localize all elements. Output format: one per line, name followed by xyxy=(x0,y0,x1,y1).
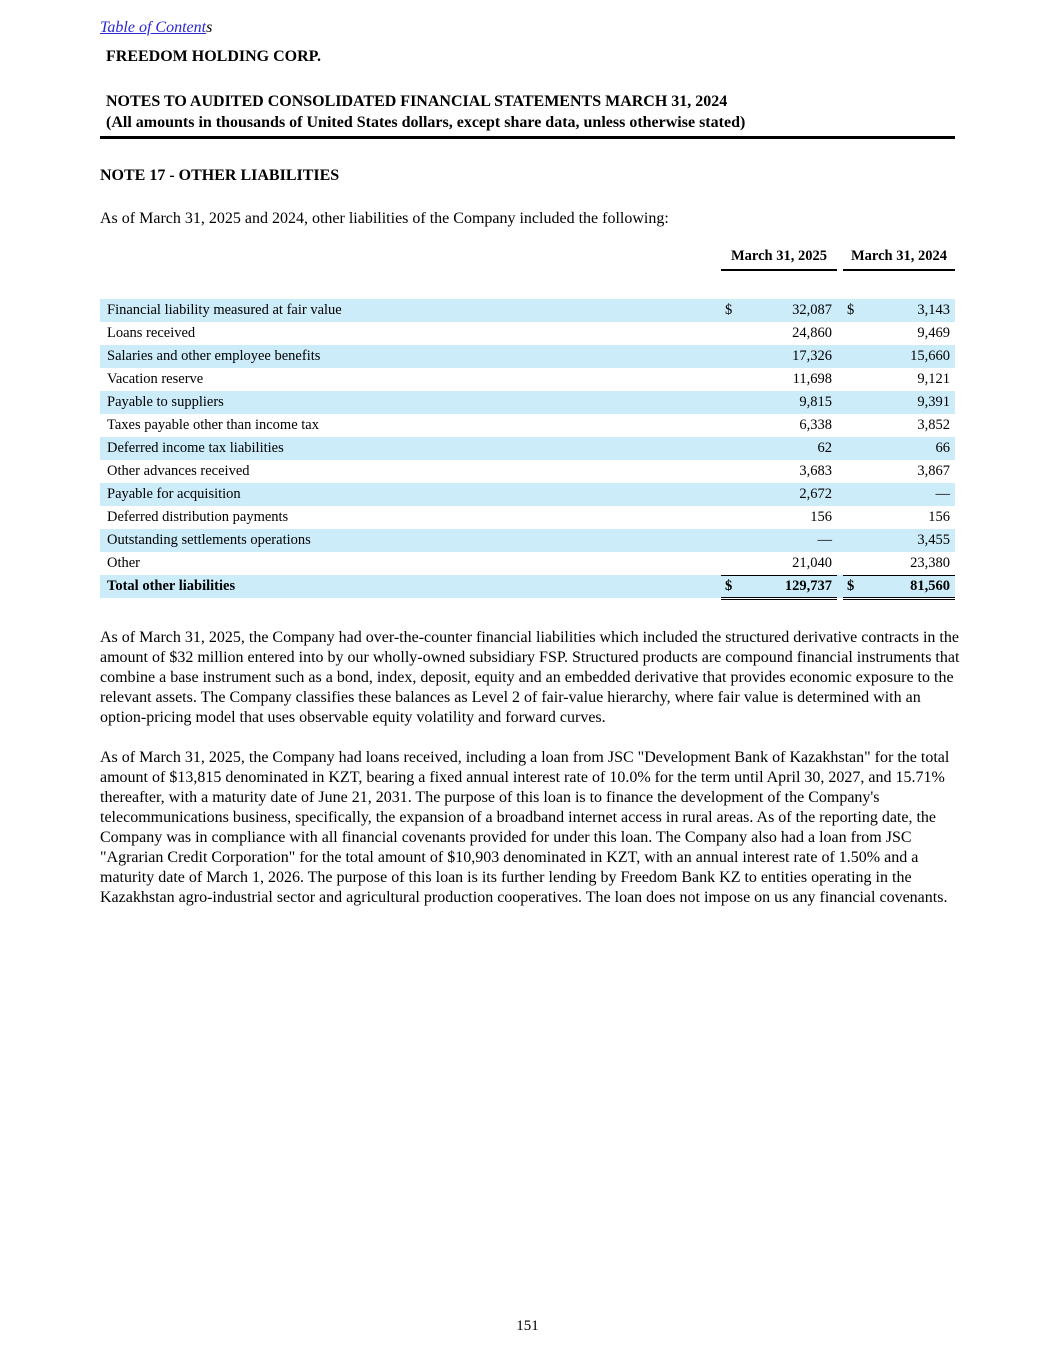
table-row: Loans received 24,860 9,469 xyxy=(100,322,955,345)
currency-symbol: $ xyxy=(721,575,745,600)
value-2025: 17,326 xyxy=(792,348,832,364)
table-row: Outstanding settlements operations — 3,4… xyxy=(100,529,955,552)
value-2025: 62 xyxy=(817,440,833,456)
total-label: Total other liabilities xyxy=(107,578,236,594)
value-2025: 11,698 xyxy=(792,371,832,387)
currency-symbol xyxy=(843,506,867,529)
table-row: Taxes payable other than income tax 6,33… xyxy=(100,414,955,437)
row-label: Financial liability measured at fair val… xyxy=(107,302,342,318)
currency-symbol xyxy=(721,368,745,391)
document-page: Table of Contents FREEDOM HOLDING CORP. … xyxy=(100,18,960,906)
row-label: Salaries and other employee benefits xyxy=(107,348,321,364)
currency-symbol: $ xyxy=(847,302,855,318)
row-label: Deferred distribution payments xyxy=(107,509,289,525)
currency-symbol xyxy=(843,552,867,576)
breadcrumb: Table of Contents xyxy=(100,18,955,37)
table-of-contents-link[interactable]: Table of Content xyxy=(100,19,207,36)
value-2025: 32,087 xyxy=(792,302,832,318)
currency-symbol xyxy=(721,437,745,460)
currency-symbol xyxy=(843,391,867,414)
value-2024: 66 xyxy=(935,440,951,456)
currency-symbol xyxy=(843,529,867,552)
currency-symbol xyxy=(843,322,867,345)
value-2025: 24,860 xyxy=(792,325,832,341)
total-value-2025: 129,737 xyxy=(745,575,837,600)
company-name: FREEDOM HOLDING CORP. xyxy=(106,48,321,65)
table-row: Other advances received 3,683 3,867 xyxy=(100,460,955,483)
value-2025: — xyxy=(817,532,833,548)
currency-symbol: $ xyxy=(843,575,867,600)
value-2024: 9,391 xyxy=(917,394,950,410)
table-of-contents-suffix: s xyxy=(206,19,213,36)
paragraph-structured-products: As of March 31, 2025, the Company had ov… xyxy=(100,628,960,726)
table-header-row: March 31, 2025 March 31, 2024 xyxy=(100,246,955,271)
value-2024: 9,469 xyxy=(917,325,950,341)
row-label: Vacation reserve xyxy=(107,371,204,387)
currency-symbol xyxy=(843,483,867,506)
column-header-2024: March 31, 2024 xyxy=(843,246,955,271)
value-2024: 3,852 xyxy=(917,417,950,433)
row-label: Loans received xyxy=(107,325,196,341)
table-row: Payable to suppliers 9,815 9,391 xyxy=(100,391,955,414)
value-2025: 2,672 xyxy=(799,486,832,502)
value-2024: — xyxy=(935,486,951,502)
currency-symbol xyxy=(843,437,867,460)
currency-symbol xyxy=(843,345,867,368)
table-row: Deferred income tax liabilities 62 66 xyxy=(100,437,955,460)
value-2025: 9,815 xyxy=(799,394,832,410)
value-2024: 3,143 xyxy=(917,302,950,318)
row-label: Payable for acquisition xyxy=(107,486,241,502)
value-2024: 3,455 xyxy=(917,532,950,548)
statement-title-block: NOTES TO AUDITED CONSOLIDATED FINANCIAL … xyxy=(106,91,955,133)
currency-symbol xyxy=(843,368,867,391)
other-liabilities-table: March 31, 2025 March 31, 2024 Financial … xyxy=(100,246,955,600)
currency-symbol xyxy=(843,414,867,437)
currency-symbol xyxy=(843,460,867,483)
currency-symbol xyxy=(721,460,745,483)
value-2024: 3,867 xyxy=(917,463,950,479)
value-2024: 9,121 xyxy=(917,371,950,387)
value-2024: 23,380 xyxy=(867,552,955,576)
currency-symbol xyxy=(721,322,745,345)
table-row: Deferred distribution payments 156 156 xyxy=(100,506,955,529)
statement-subtitle: (All amounts in thousands of United Stat… xyxy=(106,114,746,131)
currency-symbol xyxy=(721,414,745,437)
table-row: Financial liability measured at fair val… xyxy=(100,299,955,322)
table-row: Salaries and other employee benefits 17,… xyxy=(100,345,955,368)
row-label: Outstanding settlements operations xyxy=(107,532,311,548)
value-2025: 21,040 xyxy=(745,552,837,576)
currency-symbol: $ xyxy=(725,302,733,318)
table-total-row: Total other liabilities $ 129,737 $ 81,5… xyxy=(100,575,955,600)
table-row: Payable for acquisition 2,672 — xyxy=(100,483,955,506)
table-row: Vacation reserve 11,698 9,121 xyxy=(100,368,955,391)
document-header: FREEDOM HOLDING CORP. NOTES TO AUDITED C… xyxy=(100,47,955,133)
value-2024: 15,660 xyxy=(910,348,950,364)
currency-symbol xyxy=(721,391,745,414)
note-title: NOTE 17 - OTHER LIABILITIES xyxy=(100,167,340,184)
column-header-2025: March 31, 2025 xyxy=(721,246,837,271)
value-2025: 3,683 xyxy=(799,463,832,479)
currency-symbol xyxy=(721,552,745,576)
total-value-2024: 81,560 xyxy=(867,575,955,600)
currency-symbol xyxy=(721,483,745,506)
currency-symbol xyxy=(721,345,745,368)
value-2025: 6,338 xyxy=(799,417,832,433)
currency-symbol xyxy=(721,506,745,529)
value-2025: 156 xyxy=(810,509,832,525)
currency-symbol xyxy=(721,529,745,552)
paragraph-loans-received: As of March 31, 2025, the Company had lo… xyxy=(100,748,950,906)
value-2024: 156 xyxy=(928,509,950,525)
row-label: Payable to suppliers xyxy=(107,394,224,410)
row-label: Other advances received xyxy=(107,463,250,479)
row-label: Other xyxy=(107,555,141,571)
table-spacer-row xyxy=(100,270,955,299)
header-divider xyxy=(100,136,955,139)
row-label: Deferred income tax liabilities xyxy=(107,440,284,456)
statement-title: NOTES TO AUDITED CONSOLIDATED FINANCIAL … xyxy=(106,93,728,110)
page-number: 151 xyxy=(516,1318,539,1334)
table-row: Other 21,040 23,380 xyxy=(100,552,955,576)
note-intro-text: As of March 31, 2025 and 2024, other lia… xyxy=(100,210,669,227)
row-label: Taxes payable other than income tax xyxy=(107,417,319,433)
